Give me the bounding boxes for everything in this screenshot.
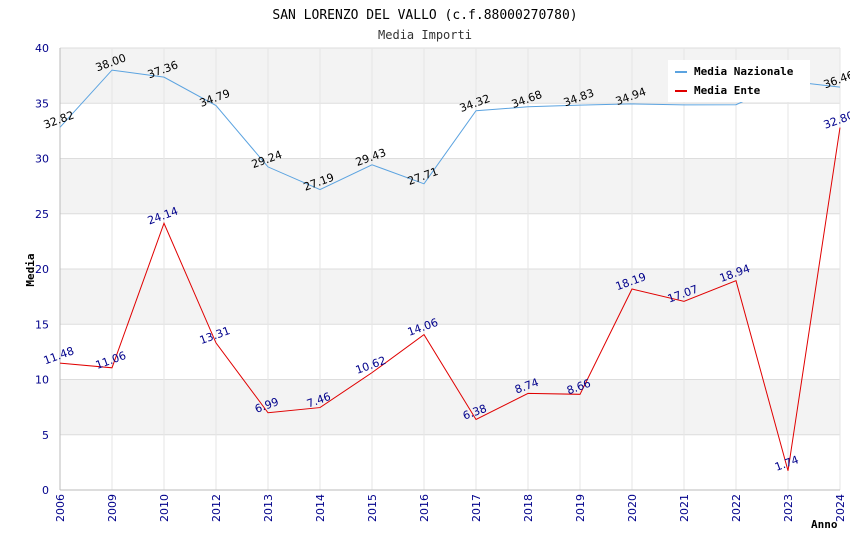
- chart-subtitle: Media Importi: [378, 28, 472, 42]
- x-axis-label: Anno: [811, 518, 838, 531]
- x-tick-label: 2018: [522, 494, 535, 522]
- chart-title: SAN LORENZO DEL VALLO (c.f.88000270780): [272, 8, 577, 23]
- series-line-media-nazionale: [59, 69, 841, 191]
- x-tick-label: 2017: [470, 494, 483, 522]
- y-tick-label: 5: [42, 429, 49, 442]
- data-label: 1.74: [773, 453, 800, 474]
- y-tick-label: 10: [35, 374, 49, 387]
- series-line-media-ente: [59, 127, 841, 471]
- y-tick-label: 0: [42, 484, 49, 497]
- x-tick-label: 2014: [314, 494, 327, 522]
- data-label: 32.82: [42, 109, 76, 132]
- x-tick-label: 2009: [106, 494, 119, 522]
- grid-lines: [60, 47, 841, 490]
- x-tick-label: 2006: [54, 494, 67, 522]
- legend-label-media-nazionale: Media Nazionale: [694, 65, 794, 78]
- x-tick-label: 2022: [730, 494, 743, 522]
- grid-band: [60, 158, 840, 214]
- x-tick-label: 2024: [834, 494, 847, 522]
- y-tick-label: 30: [35, 153, 49, 166]
- x-tick-label: 2010: [158, 494, 171, 522]
- x-tick-label: 2019: [574, 494, 587, 522]
- y-tick-label: 15: [35, 318, 49, 331]
- data-label: 13.31: [198, 324, 232, 347]
- x-tick-label: 2012: [210, 494, 223, 522]
- grid-band: [60, 269, 840, 325]
- x-tick-label: 2013: [262, 494, 275, 522]
- data-label: 11.06: [94, 349, 128, 372]
- x-tick-label: 2015: [366, 494, 379, 522]
- data-label: 32.80: [822, 109, 850, 132]
- x-tick-labels: 2006 2009 2010 2012 2013 2014 2015 2016 2017 2018…: [54, 494, 847, 522]
- y-tick-label: 20: [35, 263, 49, 276]
- legend: Media Nazionale Media Ente: [668, 60, 810, 102]
- x-tick-label: 2021: [678, 494, 691, 522]
- y-axis-label: Media: [24, 253, 37, 286]
- x-tick-label: 2016: [418, 494, 431, 522]
- x-tick-label: 2020: [626, 494, 639, 522]
- legend-box: [668, 60, 810, 102]
- series-lines: [59, 69, 841, 471]
- y-tick-labels: 0 5 10 15 20 25 30 35 40: [35, 42, 49, 497]
- grid-bands: [60, 48, 840, 435]
- x-tick-label: 2023: [782, 494, 795, 522]
- legend-label-media-ente: Media Ente: [694, 84, 761, 97]
- grid-band: [60, 379, 840, 435]
- y-tick-label: 40: [35, 42, 49, 55]
- y-tick-label: 25: [35, 208, 49, 221]
- y-tick-label: 35: [35, 97, 49, 110]
